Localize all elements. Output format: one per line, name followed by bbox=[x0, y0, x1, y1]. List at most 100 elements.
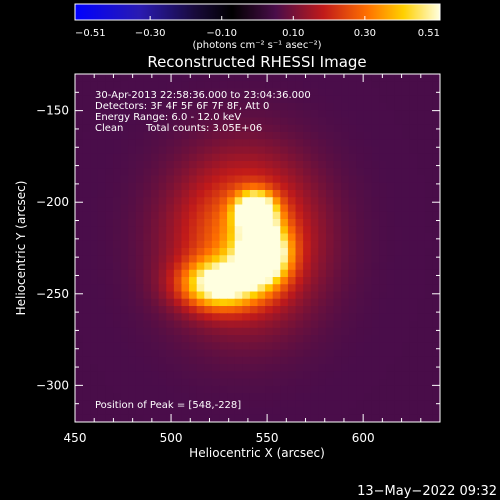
heatmap-cell bbox=[363, 298, 373, 307]
heatmap-cell bbox=[249, 356, 259, 365]
heatmap-cell bbox=[386, 269, 395, 278]
heatmap-cell bbox=[386, 139, 395, 148]
heatmap-cell bbox=[363, 342, 373, 351]
heatmap-cell bbox=[173, 190, 183, 198]
heatmap-cell bbox=[242, 226, 251, 235]
heatmap-cell bbox=[325, 139, 335, 148]
heatmap-cell bbox=[379, 117, 388, 126]
heatmap-cell bbox=[173, 378, 183, 387]
heatmap-cell bbox=[219, 335, 228, 343]
heatmap-cell bbox=[401, 197, 411, 206]
heatmap-cell bbox=[424, 414, 433, 422]
heatmap-cell bbox=[265, 378, 274, 387]
heatmap-cell bbox=[181, 400, 190, 409]
heatmap-cell bbox=[227, 81, 236, 90]
heatmap-cell bbox=[105, 277, 114, 285]
heatmap-cell bbox=[341, 240, 350, 249]
heatmap-cell bbox=[333, 211, 342, 220]
heatmap-cell bbox=[242, 335, 251, 343]
heatmap-cell bbox=[310, 161, 319, 169]
heatmap-cell bbox=[211, 284, 221, 293]
heatmap-cell bbox=[105, 291, 114, 300]
heatmap-cell bbox=[143, 190, 152, 198]
heatmap-cell bbox=[219, 240, 228, 249]
heatmap-cell bbox=[135, 175, 145, 184]
heatmap-cell bbox=[143, 204, 152, 213]
heatmap-cell bbox=[211, 74, 221, 82]
heatmap-cell bbox=[356, 132, 365, 140]
heatmap-cell bbox=[249, 88, 259, 97]
heatmap-cell bbox=[295, 175, 304, 184]
heatmap-cell bbox=[409, 175, 418, 184]
heatmap-cell bbox=[173, 335, 183, 343]
heatmap-cell bbox=[242, 248, 251, 256]
heatmap-cell bbox=[310, 269, 319, 278]
heatmap-cell bbox=[135, 211, 145, 220]
heatmap-cell bbox=[272, 393, 281, 401]
heatmap-cell bbox=[120, 211, 129, 220]
heatmap-cell bbox=[82, 284, 91, 293]
heatmap-cell bbox=[348, 197, 357, 206]
heatmap-cell bbox=[113, 313, 122, 322]
heatmap-cell bbox=[151, 146, 160, 155]
heatmap-cell bbox=[386, 190, 395, 198]
heatmap-cell bbox=[257, 335, 266, 343]
heatmap-cell bbox=[211, 327, 221, 336]
heatmap-cell bbox=[143, 110, 152, 119]
heatmap-cell bbox=[135, 414, 145, 422]
heatmap-cell bbox=[211, 320, 221, 329]
heatmap-cell bbox=[386, 81, 395, 90]
heatmap-cell bbox=[371, 95, 380, 104]
heatmap-cell bbox=[181, 226, 190, 235]
heatmap-cell bbox=[120, 327, 129, 336]
heatmap-cell bbox=[265, 197, 274, 206]
heatmap-cell bbox=[219, 182, 228, 191]
heatmap-cell bbox=[196, 95, 205, 104]
heatmap-cell bbox=[341, 124, 350, 133]
heatmap-cell bbox=[128, 262, 137, 271]
heatmap-cell bbox=[371, 378, 380, 387]
heatmap-cell bbox=[272, 240, 281, 249]
heatmap-cell bbox=[143, 117, 152, 126]
heatmap-cell bbox=[143, 132, 152, 140]
heatmap-cell bbox=[424, 204, 433, 213]
heatmap-cell bbox=[90, 132, 99, 140]
heatmap-cell bbox=[287, 190, 297, 198]
heatmap-cell bbox=[158, 161, 167, 169]
heatmap-cell bbox=[151, 385, 160, 394]
heatmap-cell bbox=[363, 168, 373, 177]
heatmap-cell bbox=[432, 262, 440, 271]
heatmap-cell bbox=[432, 240, 440, 249]
heatmap-cell bbox=[143, 88, 152, 97]
heatmap-cell bbox=[181, 269, 190, 278]
heatmap-cell bbox=[280, 407, 289, 416]
heatmap-cell bbox=[325, 400, 335, 409]
heatmap-cell bbox=[242, 306, 251, 314]
heatmap-cell bbox=[166, 124, 175, 133]
heatmap-cell bbox=[135, 103, 145, 111]
heatmap-cell bbox=[90, 197, 99, 206]
heatmap-cell bbox=[128, 393, 137, 401]
heatmap-cell bbox=[219, 306, 228, 314]
heatmap-cell bbox=[75, 139, 84, 148]
heatmap-cell bbox=[257, 117, 266, 126]
heatmap-cell bbox=[128, 197, 137, 206]
heatmap-cell bbox=[135, 190, 145, 198]
heatmap-cell bbox=[401, 255, 411, 264]
heatmap-cell bbox=[105, 182, 114, 191]
heatmap-cell bbox=[363, 124, 373, 133]
heatmap-cell bbox=[173, 298, 183, 307]
heatmap-cell bbox=[280, 197, 289, 206]
heatmap-cell bbox=[379, 364, 388, 372]
heatmap-cell bbox=[280, 168, 289, 177]
heatmap-cell bbox=[211, 342, 221, 351]
heatmap-cell bbox=[90, 407, 99, 416]
heatmap-cell bbox=[371, 124, 380, 133]
heatmap-cell bbox=[75, 284, 84, 293]
heatmap-cell bbox=[348, 342, 357, 351]
heatmap-cell bbox=[310, 88, 319, 97]
heatmap-cell bbox=[166, 95, 175, 104]
heatmap-cell bbox=[257, 248, 266, 256]
heatmap-cell bbox=[325, 335, 335, 343]
heatmap-cell bbox=[234, 88, 243, 97]
